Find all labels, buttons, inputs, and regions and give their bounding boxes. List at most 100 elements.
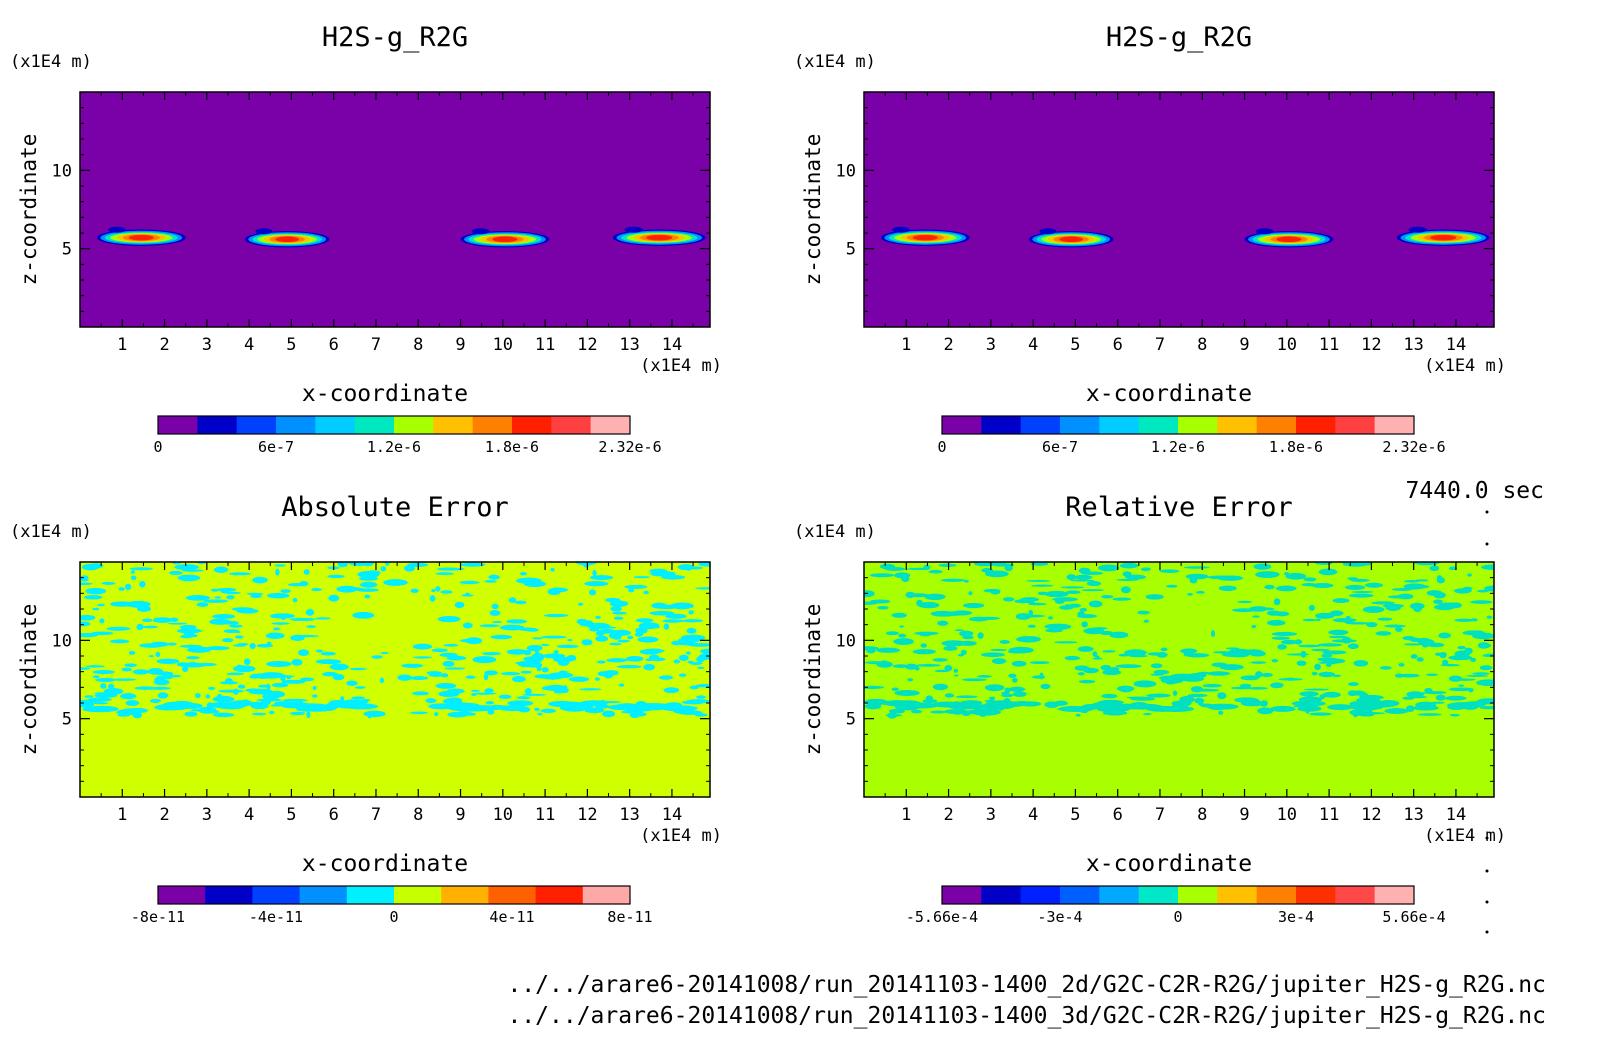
error-patch — [1462, 586, 1473, 591]
error-patch — [1271, 631, 1298, 637]
error-patch — [1040, 683, 1051, 690]
colorbar-cell — [1296, 886, 1336, 904]
error-patch — [1053, 700, 1068, 706]
error-patch — [589, 575, 614, 580]
error-patch — [1112, 703, 1141, 710]
error-patch — [349, 667, 367, 671]
error-patch — [120, 693, 137, 700]
error-patch — [541, 667, 549, 673]
error-patch — [1196, 590, 1205, 594]
field-background — [80, 92, 710, 327]
error-patch — [460, 638, 481, 643]
error-patch — [1014, 599, 1034, 604]
colorbar-frame — [941, 415, 1415, 435]
error-patch — [1448, 687, 1475, 692]
error-patch — [1297, 705, 1322, 712]
error-patch — [315, 659, 342, 665]
error-patch — [289, 711, 306, 716]
error-patch — [361, 562, 374, 567]
file-path-3d: ../../arare6-20141008/run_20141103-1400_… — [507, 1003, 1546, 1029]
error-patch — [1147, 652, 1164, 656]
error-patch — [153, 679, 170, 686]
error-patch — [698, 562, 710, 567]
contour-level — [912, 234, 938, 241]
error-patch — [1271, 636, 1290, 640]
x-tick-label: 13 — [619, 335, 639, 355]
error-patch — [894, 572, 911, 579]
error-patch — [280, 702, 307, 709]
colorbar-label: 6e-7 — [1042, 438, 1078, 456]
error-patch — [1347, 690, 1358, 697]
error-patch — [271, 622, 290, 625]
error-patch — [677, 637, 701, 643]
error-patch — [1078, 567, 1091, 574]
x-tick-label: 10 — [1277, 335, 1297, 355]
colorbar-cell — [551, 416, 592, 434]
error-patch — [1079, 607, 1088, 612]
error-patch — [327, 574, 345, 579]
x-axis-label: x-coordinate — [302, 381, 468, 407]
plot-area — [80, 92, 710, 327]
x-tick-label: 5 — [286, 805, 296, 825]
contour-wisp — [255, 228, 273, 235]
plot-area — [80, 562, 710, 797]
error-patch — [1363, 712, 1386, 715]
error-patch — [1031, 584, 1054, 587]
error-patch — [444, 702, 480, 709]
error-patch — [425, 698, 437, 704]
error-patch — [548, 701, 586, 708]
error-patch — [902, 702, 939, 709]
x-tick-label: 3 — [202, 335, 212, 355]
error-patch — [148, 655, 154, 658]
error-patch — [95, 677, 117, 682]
x-tick-label: 12 — [577, 335, 597, 355]
error-patch — [1116, 685, 1135, 692]
chart-panel-4: Relative Error(x1E4 m)1 2 3 4 5 6 7 8 9 10 11 12 13 1… — [794, 492, 1506, 926]
error-patch — [1029, 661, 1050, 665]
colorbar-frame — [157, 415, 631, 435]
error-patch — [1015, 613, 1031, 620]
error-patch — [1012, 691, 1027, 697]
error-patch — [695, 695, 706, 699]
error-patch — [581, 639, 593, 646]
error-patch — [1054, 641, 1078, 644]
error-patch — [1074, 665, 1090, 671]
error-patch — [233, 665, 256, 673]
contour-level — [1059, 236, 1084, 243]
x-tick-label: 11 — [535, 805, 555, 825]
error-patch — [1486, 615, 1493, 619]
error-patch — [907, 678, 914, 682]
error-patch — [1194, 697, 1205, 704]
error-patch — [1472, 672, 1490, 675]
error-patch — [142, 625, 159, 629]
error-patch — [1183, 566, 1210, 569]
error-patch — [1065, 590, 1081, 595]
error-patch — [371, 655, 383, 659]
error-patch — [1436, 577, 1445, 584]
error-patch — [1030, 563, 1049, 566]
error-patch — [1202, 683, 1222, 688]
x-tick-label: 13 — [619, 805, 639, 825]
error-patch — [941, 640, 967, 647]
error-patch — [1416, 657, 1424, 662]
error-patch — [103, 688, 124, 695]
error-patch — [522, 577, 535, 583]
error-patch — [80, 614, 96, 621]
colorbar-cell — [236, 416, 277, 434]
error-patch — [1207, 671, 1231, 676]
error-patch — [566, 655, 577, 662]
error-patch — [588, 589, 597, 596]
error-patch — [959, 630, 974, 637]
error-patch — [182, 663, 205, 668]
error-patch — [1112, 597, 1132, 601]
error-patch — [459, 580, 480, 585]
colorbar-label: 2.32e-6 — [598, 438, 661, 456]
error-patch — [258, 684, 271, 688]
x-tick-label: 4 — [1028, 335, 1038, 355]
x-tick-label: 9 — [455, 805, 465, 825]
contour-level — [1276, 236, 1302, 243]
colorbar-cell — [354, 416, 395, 434]
error-patch — [1060, 586, 1085, 589]
error-patch — [686, 651, 691, 655]
error-patch — [233, 688, 239, 695]
